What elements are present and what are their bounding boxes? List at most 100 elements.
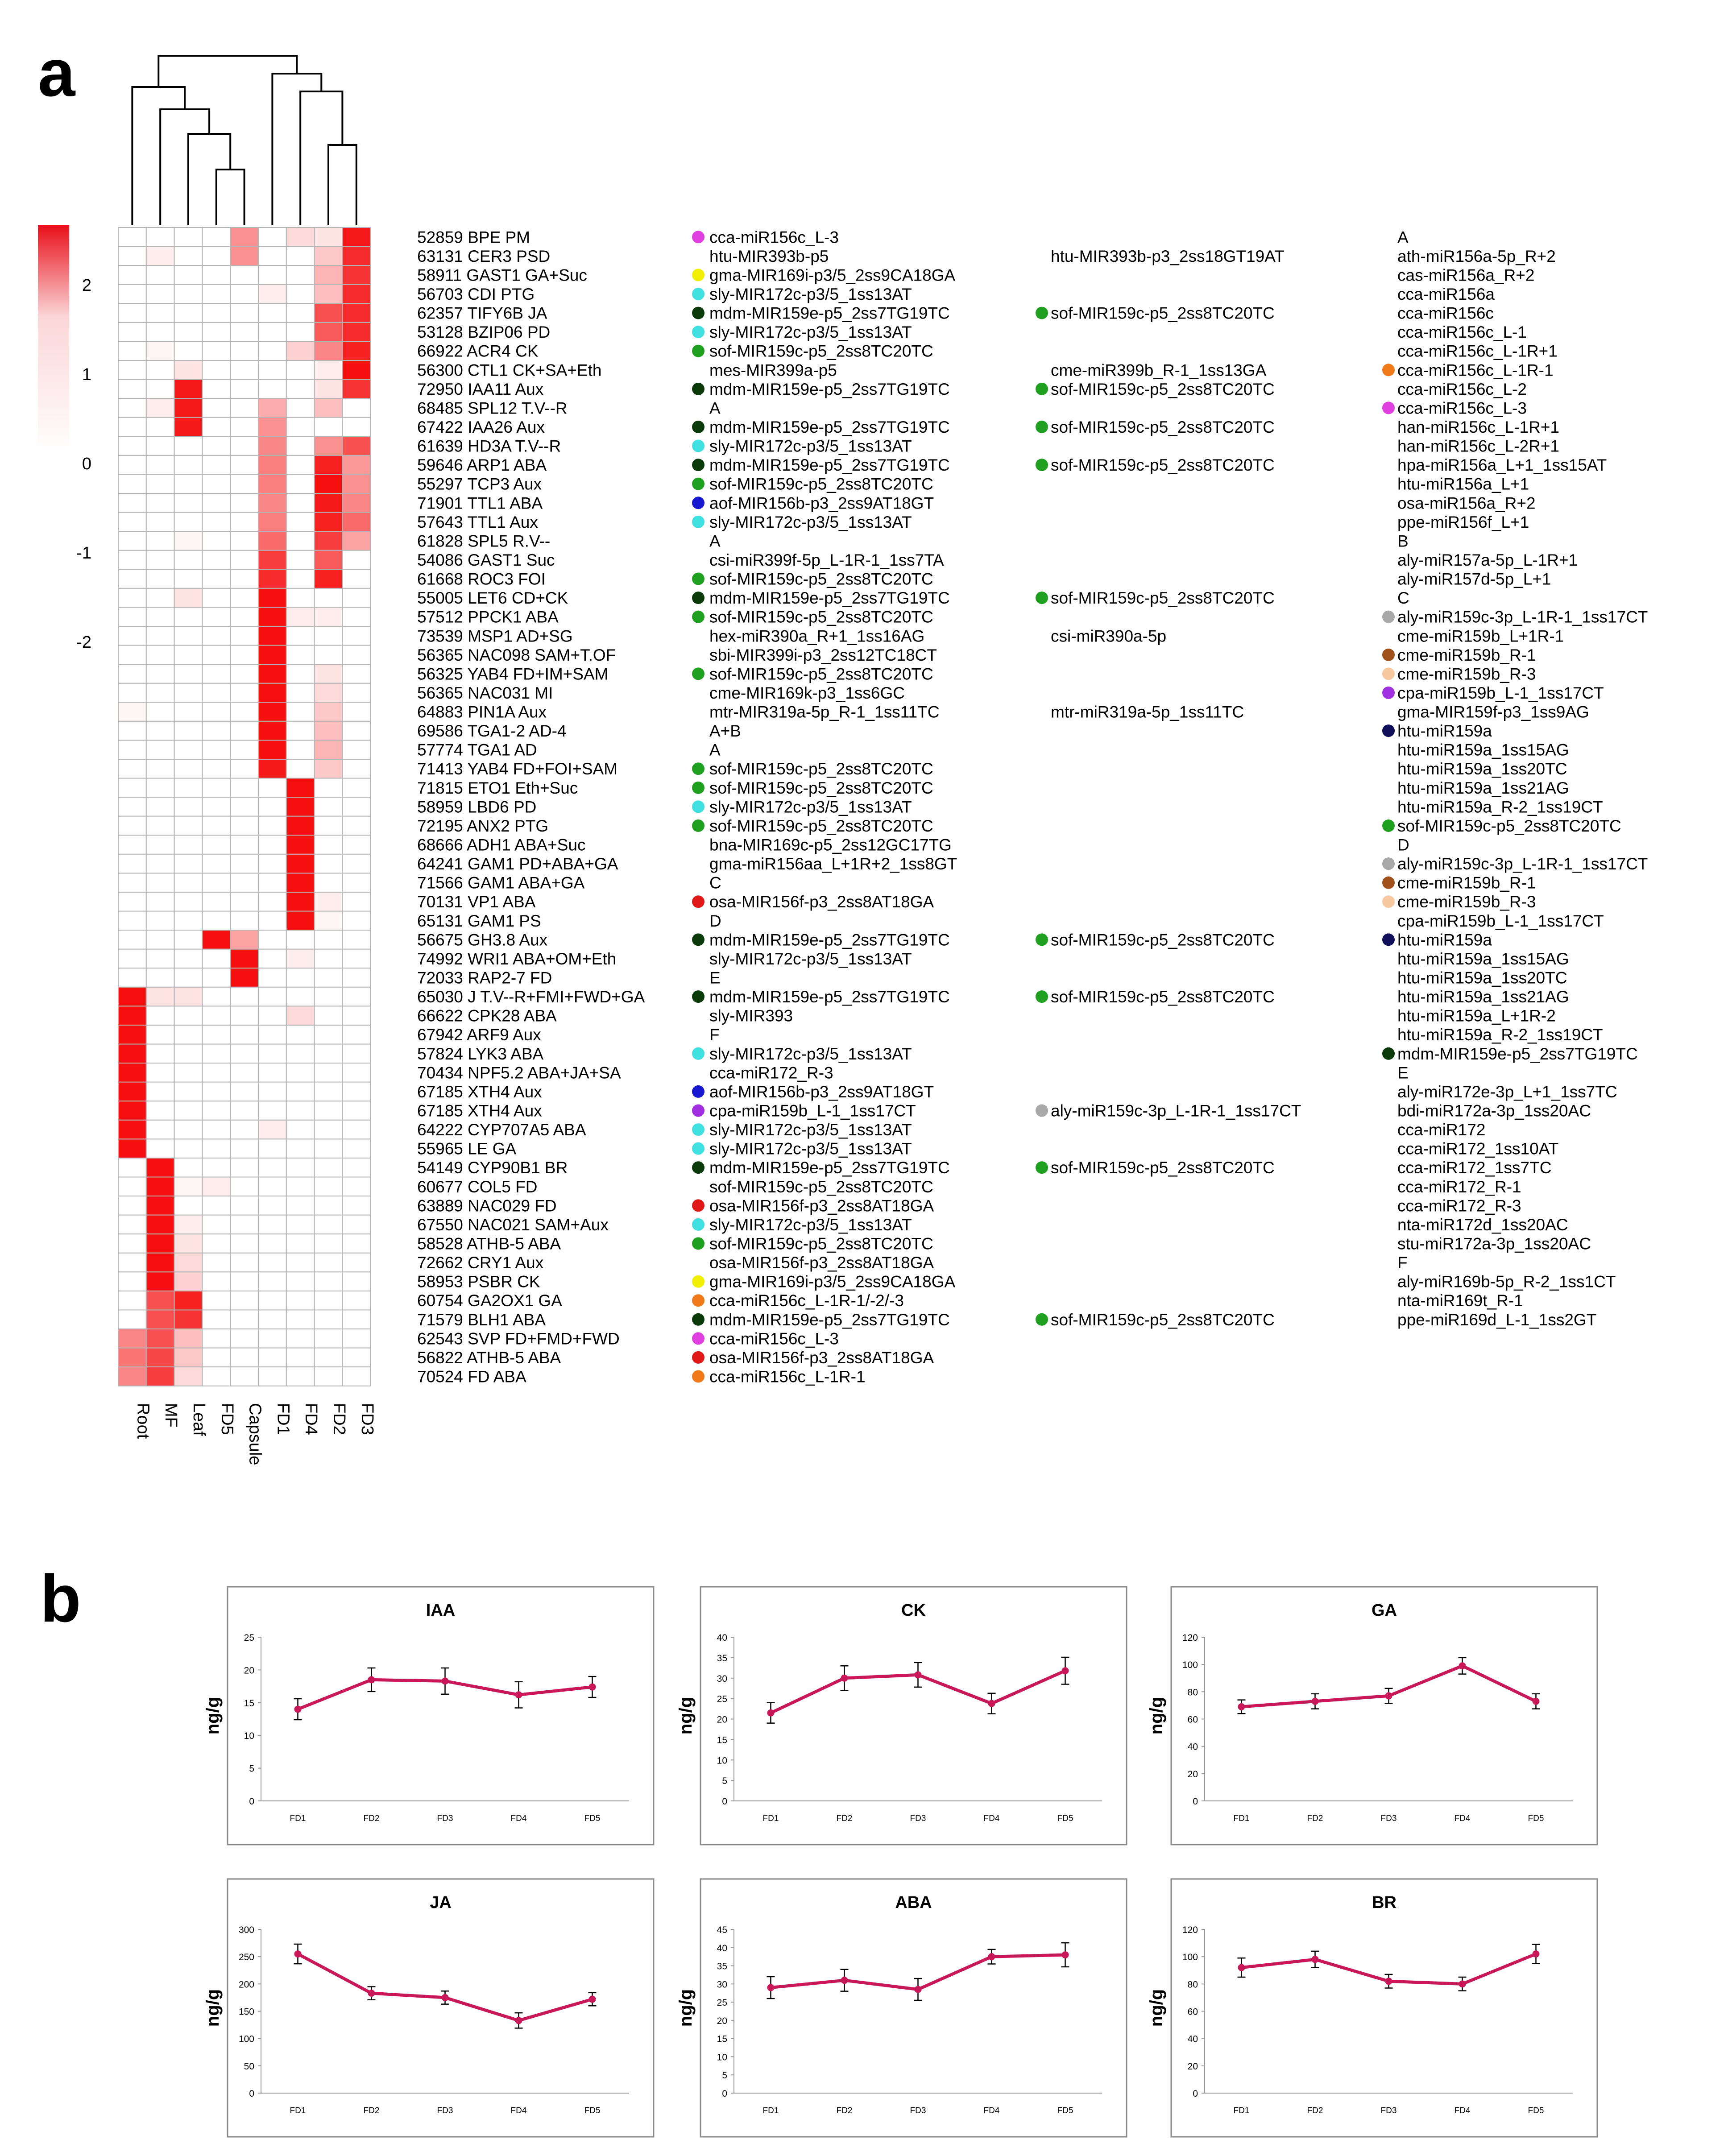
heatmap-cell <box>342 1309 371 1330</box>
mirna-label: cme-miR159b_L+1R-1 <box>1397 627 1564 645</box>
heatmap-cell <box>230 492 259 513</box>
gene-label: 58959 LBD6 PD <box>417 798 536 816</box>
x-tick-label: FD1 <box>1234 2106 1250 2115</box>
y-tick-label: 30 <box>717 1674 727 1684</box>
heatmap-cell <box>342 569 371 589</box>
mirna-dot <box>1382 401 1395 414</box>
data-point <box>368 1676 375 1684</box>
gene-label: 67185 XTH4 Aux <box>417 1102 542 1120</box>
heatmap-cell <box>202 1328 231 1349</box>
heatmap-cell <box>258 720 287 741</box>
heatmap-cell <box>342 873 371 893</box>
heatmap-cell <box>118 797 147 817</box>
heatmap-cell <box>174 436 203 456</box>
heatmap-cell <box>342 265 371 285</box>
data-point <box>914 1986 922 1993</box>
heatmap-cell <box>314 303 343 323</box>
line-chart-aba: ABA ng/g 0 5 10 15 20 25 30 35 40 45 FD1 FD2 FD3 FD4 FD5 <box>676 1878 1127 2138</box>
heatmap-cell <box>174 246 203 266</box>
gene-label: 69586 TGA1-2 AD-4 <box>417 722 567 740</box>
heatmap-cell <box>202 417 231 437</box>
heatmap-cell <box>202 835 231 855</box>
heatmap-cell <box>202 474 231 494</box>
dendrogram-link <box>157 55 298 87</box>
heatmap-cell <box>202 379 231 399</box>
heatmap-cell <box>174 645 203 665</box>
heatmap-cell <box>202 625 231 646</box>
mirna-dot <box>692 326 704 339</box>
heatmap-cell <box>230 758 259 779</box>
y-tick-label: 35 <box>717 1653 727 1664</box>
heatmap-cell <box>286 702 315 722</box>
heatmap-cell <box>174 1309 203 1330</box>
mirna-label: aof-MIR156b-p3_2ss9AT18GT <box>709 1083 934 1101</box>
x-tick-label: FD3 <box>1381 2106 1397 2115</box>
heatmap-cell <box>202 740 231 760</box>
heatmap-cell <box>258 683 287 703</box>
gene-label: 63131 CER3 PSD <box>417 247 550 265</box>
heatmap-cell <box>342 1252 371 1273</box>
mirna-label: cca-miR156c_L-1R-1 <box>709 1367 866 1386</box>
heatmap-cell <box>145 474 175 494</box>
y-tick-label: 0 <box>722 1796 727 1807</box>
heatmap-cell <box>342 341 371 361</box>
mirna-label: cca-miR172_R-3 <box>1397 1196 1521 1215</box>
heatmap-cell <box>230 1271 259 1291</box>
gene-label: 56365 NAC098 SAM+T.OF <box>417 646 616 664</box>
mirna-label: osa-MIR156f-p3_2ss8AT18GA <box>709 1254 934 1272</box>
y-tick-label: 100 <box>1182 1660 1198 1670</box>
mirna-dot <box>1036 1104 1048 1117</box>
x-tick-label: FD1 <box>763 1814 779 1823</box>
heatmap-cell <box>202 968 231 988</box>
heatmap-cell <box>145 797 175 817</box>
mirna-label: cme-miR159b_R-3 <box>1397 893 1536 911</box>
heatmap-cell <box>342 853 371 874</box>
mirna-label: nta-miR172d_1ss20AC <box>1397 1216 1568 1234</box>
heatmap-cell <box>118 1157 147 1178</box>
mirna-label: cas-miR156a_R+2 <box>1397 266 1534 284</box>
chart-title: JA <box>430 1893 452 1912</box>
heatmap-cell <box>258 341 287 361</box>
gene-label: 53128 BZIP06 PD <box>417 323 550 341</box>
gene-label: 72662 CRY1 Aux <box>417 1254 544 1272</box>
heatmap-cell <box>342 664 371 684</box>
heatmap-cell <box>202 910 231 931</box>
heatmap-cell <box>145 492 175 513</box>
heatmap-cell <box>118 1328 147 1349</box>
heatmap-cell <box>314 1309 343 1330</box>
heatmap-cell <box>230 1328 259 1349</box>
heatmap-cell <box>258 492 287 513</box>
heatmap-cell <box>118 1290 147 1311</box>
dendrogram-link <box>271 73 323 225</box>
heatmap-cell <box>314 1043 343 1064</box>
y-tick-label: 120 <box>1182 1633 1198 1643</box>
heatmap-cell <box>230 550 259 570</box>
x-tick-label: FD5 <box>1528 2106 1544 2115</box>
mirna-label: osa-MIR156f-p3_2ss8AT18GA <box>709 893 934 911</box>
mirna-label: sof-MIR159c-p5_2ss8TC20TC <box>709 817 933 835</box>
heatmap-cell <box>118 1006 147 1026</box>
heatmap-cell <box>314 891 343 912</box>
heatmap-cell <box>230 265 259 285</box>
heatmap-cell <box>174 758 203 779</box>
y-tick-label: 10 <box>717 2052 727 2062</box>
y-tick-label: 40 <box>1188 1742 1198 1752</box>
gene-label: 72195 ANX2 PTG <box>417 817 548 835</box>
y-tick-label: 10 <box>244 1731 254 1741</box>
heatmap-cell <box>145 968 175 988</box>
heatmap-cell <box>118 417 147 437</box>
mirna-label: bdi-miR172a-3p_1ss20AC <box>1397 1102 1591 1120</box>
gene-label: 64222 CYP707A5 ABA <box>417 1121 586 1139</box>
mirna-label: cme-miR399b_R-1_1ss13GA <box>1051 361 1267 379</box>
heatmap-cell <box>174 664 203 684</box>
heatmap-cell <box>286 1366 315 1386</box>
heatmap-cell <box>342 436 371 456</box>
heatmap-cell <box>202 645 231 665</box>
heatmap-cell <box>202 512 231 532</box>
mirna-dot <box>692 382 704 395</box>
x-tick-label: FD3 <box>1381 1814 1397 1823</box>
gene-label: 56325 YAB4 FD+IM+SAM <box>417 665 608 683</box>
heatmap-cell <box>174 1366 203 1386</box>
data-point <box>1238 1964 1245 1971</box>
y-tick-label: 25 <box>717 1998 727 2008</box>
